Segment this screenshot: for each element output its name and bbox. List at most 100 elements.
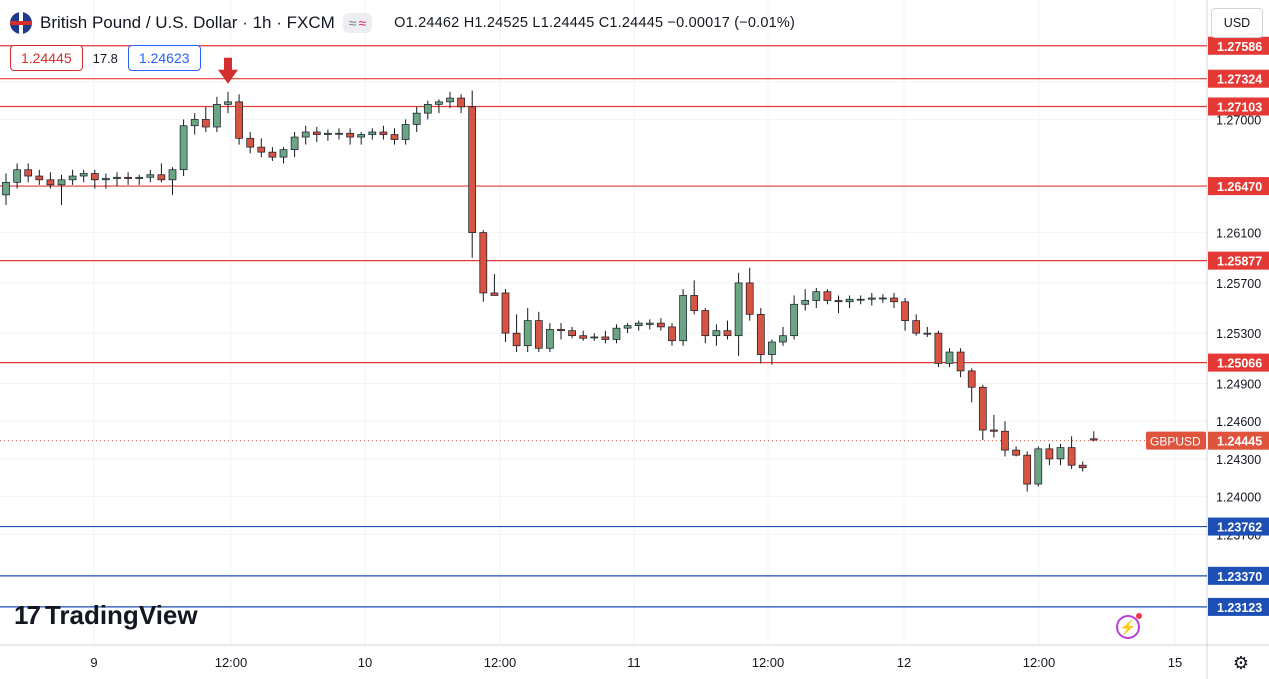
resistance-level-label: 1.26470	[1217, 180, 1262, 194]
candle-body	[534, 320, 543, 349]
y-tick-label: 1.25700	[1216, 277, 1261, 291]
sell-button[interactable]: 1.24445	[10, 45, 83, 71]
candle-body	[446, 97, 454, 103]
candle-body	[301, 131, 310, 138]
y-tick-label: 1.24300	[1216, 453, 1261, 467]
candle-body	[568, 330, 576, 337]
candle-body	[312, 131, 321, 135]
candle-body	[790, 303, 798, 337]
candle-body	[779, 335, 787, 343]
last-price-label: 1.24445	[1217, 435, 1262, 449]
candle-body	[1023, 454, 1032, 485]
x-tick-label: 15	[1168, 655, 1182, 670]
high-label: H	[463, 15, 475, 31]
support-level-badge	[1208, 597, 1269, 616]
candle-body	[546, 329, 554, 349]
candle-body	[756, 313, 765, 355]
symbol-title[interactable]: British Pound / U.S. Dollar · 1h · FXCM	[40, 13, 335, 32]
candle-body	[335, 132, 343, 135]
candle-body	[768, 341, 776, 355]
candle-body	[523, 320, 532, 347]
candle-body	[623, 325, 632, 329]
candle-body	[190, 119, 199, 127]
candle-body	[157, 174, 166, 181]
candle-body	[90, 173, 99, 181]
low-value: 1.24445	[540, 15, 595, 31]
candle-body	[590, 336, 599, 339]
x-tick-label: 10	[358, 655, 372, 670]
x-tick-label: 12:00	[215, 655, 248, 670]
candle-body	[856, 298, 865, 301]
resistance-level-badge	[1208, 177, 1269, 196]
candle-body	[24, 169, 33, 177]
candle-body	[501, 292, 510, 334]
candle-body	[346, 132, 354, 138]
candle-body	[1034, 448, 1043, 485]
candle-body	[601, 336, 610, 340]
candle-body	[124, 176, 132, 179]
close-value: 1.24445	[609, 15, 664, 31]
resistance-level-badge	[1208, 353, 1269, 372]
settings-gear-icon[interactable]: ⚙	[1232, 653, 1250, 673]
close-label: C	[598, 15, 610, 31]
candle-body	[13, 169, 21, 183]
candle-body	[423, 104, 432, 114]
candle-body	[2, 181, 10, 196]
sell-signal-arrow	[218, 57, 238, 84]
trade-buttons: 1.24445 17.8 1.24623	[10, 44, 201, 72]
candle-body	[324, 132, 332, 135]
buy-button[interactable]: 1.24623	[127, 45, 201, 71]
symbol-badge-label: GBPUSD	[1150, 435, 1201, 449]
candle-body	[246, 137, 255, 148]
x-tick-label: 11	[627, 655, 641, 670]
wave-toggle-icon[interactable]: ≈	[358, 15, 367, 31]
candle-body	[612, 327, 621, 340]
resistance-level-badge	[1208, 69, 1269, 88]
candle-body	[357, 134, 366, 138]
x-tick-label: 12:00	[752, 655, 785, 670]
candle-body	[168, 169, 177, 181]
indicator-toggle-group[interactable]: ≈ ≈	[342, 13, 373, 33]
candle-body	[268, 151, 277, 158]
candle-body	[723, 330, 732, 337]
candle-body	[657, 322, 665, 328]
last-price-badge	[1208, 431, 1269, 450]
resistance-level-badge	[1208, 97, 1269, 116]
candle-body	[690, 295, 699, 311]
candle-body	[634, 322, 643, 326]
ohlc-readout: O1.24462 H1.24525 L1.24445 C1.24445 −0.0…	[394, 15, 795, 31]
y-tick-label: 1.25300	[1216, 327, 1261, 341]
candle-body	[1012, 449, 1020, 456]
candle-body	[79, 173, 88, 177]
resistance-level-label: 1.25066	[1217, 357, 1262, 371]
candle-body	[645, 322, 654, 325]
x-tick-label: 9	[90, 655, 97, 670]
candle-body	[745, 282, 754, 315]
symbol-legend: British Pound / U.S. Dollar · 1h · FXCM …	[10, 10, 795, 36]
currency-selector[interactable]: USD	[1211, 8, 1263, 38]
candle-body	[435, 101, 443, 105]
compare-toggle-icon[interactable]: ≈	[348, 15, 357, 31]
candle-body	[1089, 438, 1098, 441]
candle-body	[401, 124, 410, 140]
candle-body	[457, 97, 465, 108]
candle-body	[412, 112, 421, 125]
candle-body	[379, 131, 388, 135]
candle-body	[46, 179, 55, 186]
y-tick-label: 1.26100	[1216, 227, 1261, 241]
candle-body	[956, 351, 965, 372]
candle-body	[1045, 448, 1054, 460]
candle-body	[679, 295, 687, 342]
candle-body	[279, 149, 288, 158]
candle-body	[978, 386, 987, 431]
support-level-label: 1.23762	[1217, 521, 1262, 535]
candle-body	[68, 175, 77, 181]
y-tick-label: 1.27000	[1216, 113, 1261, 127]
candle-body	[1067, 447, 1076, 466]
y-tick-label: 1.24900	[1216, 377, 1261, 391]
open-value: 1.24462	[405, 15, 460, 31]
lightning-icon[interactable]: ⚡	[1116, 613, 1142, 639]
candle-body	[390, 134, 399, 140]
y-tick-label: 1.24600	[1216, 415, 1261, 429]
